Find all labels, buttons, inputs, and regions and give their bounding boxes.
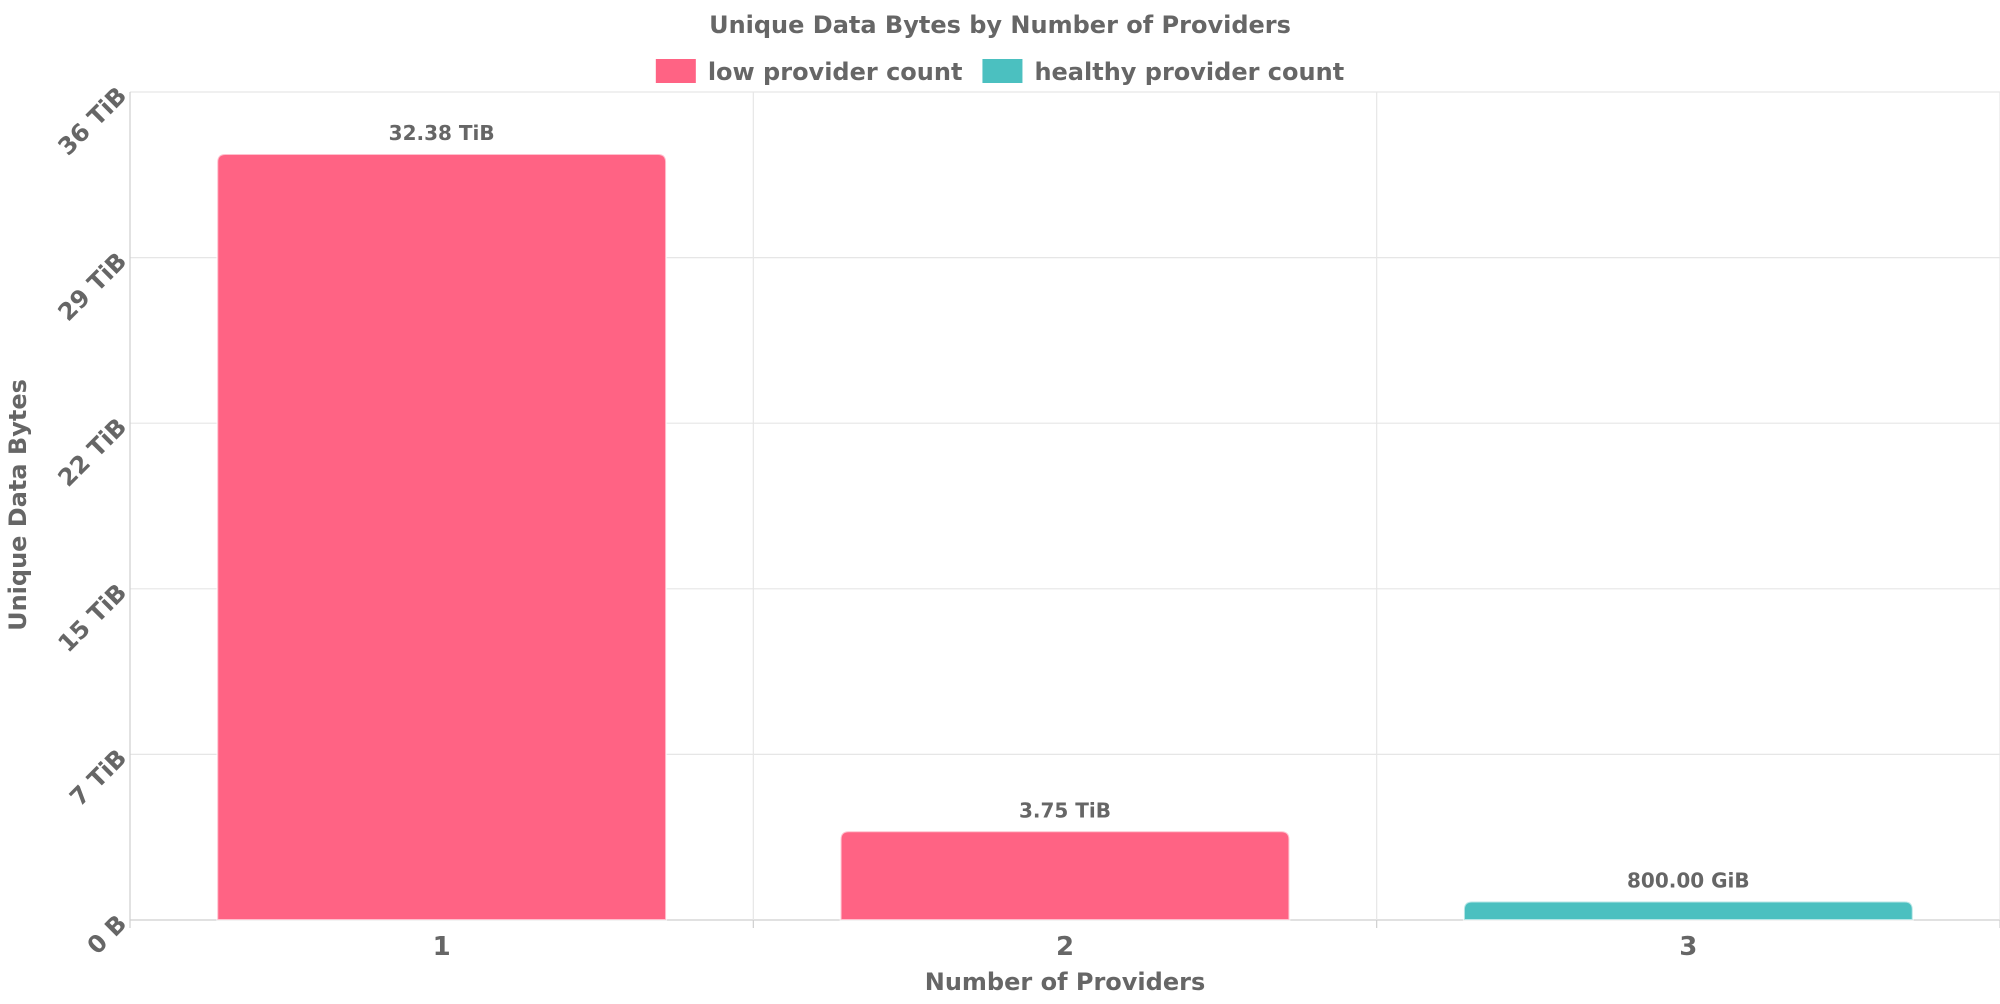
x-tick-label: 3 bbox=[1679, 932, 1697, 962]
bars bbox=[216, 152, 1914, 921]
data-labels: 32.38 TiB 3.75 TiB 800.00 GiB bbox=[389, 121, 1750, 893]
data-label-2: 3.75 TiB bbox=[1019, 798, 1111, 822]
data-label-3: 800.00 GiB bbox=[1627, 869, 1750, 893]
y-tick-label: 29 TiB bbox=[53, 247, 133, 327]
y-axis-ticks: 0 B 7 TiB 15 TiB 22 TiB 29 TiB 36 TiB bbox=[53, 81, 133, 959]
y-tick-label: 0 B bbox=[82, 909, 132, 959]
x-axis-ticks: 1 2 3 bbox=[433, 932, 1698, 962]
legend-label: low provider count bbox=[708, 58, 963, 86]
bar-2[interactable] bbox=[839, 830, 1291, 921]
x-tick-label: 2 bbox=[1056, 932, 1074, 962]
data-label-1: 32.38 TiB bbox=[389, 121, 495, 145]
legend-item-0[interactable]: low provider count bbox=[655, 58, 963, 86]
y-tick-label: 15 TiB bbox=[53, 578, 133, 658]
y-tick-label: 22 TiB bbox=[53, 413, 133, 493]
x-axis-title: Number of Providers bbox=[925, 968, 1205, 996]
bar-3[interactable] bbox=[1462, 900, 1914, 921]
legend-label: healthy provider count bbox=[1034, 58, 1344, 86]
y-tick-label: 7 TiB bbox=[64, 744, 132, 812]
chart-title: Unique Data Bytes by Number of Providers bbox=[709, 11, 1291, 39]
legend-item-1[interactable]: healthy provider count bbox=[982, 58, 1344, 86]
y-axis-title: Unique Data Bytes bbox=[4, 379, 32, 631]
bar-1[interactable] bbox=[216, 152, 668, 921]
legend-swatch bbox=[982, 59, 1023, 83]
legend: low provider count healthy provider count bbox=[655, 58, 1344, 86]
x-tick-label: 1 bbox=[433, 932, 451, 962]
y-tick-label: 36 TiB bbox=[53, 81, 133, 161]
legend-swatch bbox=[655, 59, 696, 83]
